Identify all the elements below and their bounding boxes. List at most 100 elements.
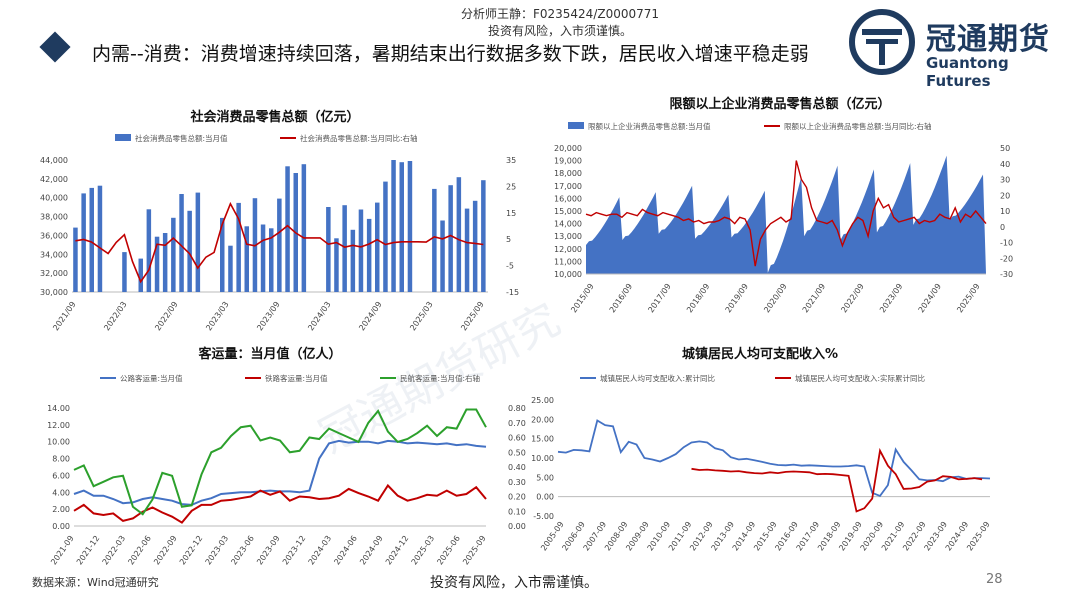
y-tick-right: -15 (506, 288, 519, 297)
x-tick: 2019/09 (724, 282, 750, 314)
y-tick-right: 25 (506, 182, 516, 191)
analyst-info: 分析师王静：F0235424/Z0000771 投资有风险，入市须谨慎。 (380, 6, 740, 40)
legend-label: 社会消费品零售总额:当月同比:右轴 (300, 133, 418, 143)
retail-bar (220, 217, 225, 292)
retail-bar (456, 177, 462, 292)
y-tick-left: 13,000 (554, 232, 582, 241)
chart-1-title: 社会消费品零售总额（亿元） (190, 110, 360, 125)
y-tick-right: 35 (506, 156, 516, 165)
urban-income-chart: 城镇居民人均可支配收入:累计同比 城镇居民人均可支配收入:实际累计同比 -5.00 0… (531, 373, 992, 553)
y-tick-left: 16,000 (554, 194, 582, 203)
x-tick: 2021-12 (75, 534, 102, 567)
bullet-diamond-icon (39, 31, 71, 63)
x-tick: 2025-06 (435, 534, 462, 567)
x-tick: 2024-09 (358, 534, 385, 567)
y-tick-right: 40 (1000, 160, 1010, 169)
x-tick: 2023-12 (281, 534, 308, 567)
y-tick-right: 0.50 (508, 448, 526, 457)
x-tick: 2024-06 (332, 534, 359, 567)
retail-bar (448, 185, 453, 292)
y-tick-left: 5.00 (536, 473, 554, 482)
retail-bar (375, 202, 380, 292)
retail-bar (81, 193, 86, 292)
page-headline: 内需--消费：消费增速持续回落，暑期结束出行数据多数下跌，居民收入增速平稳走弱 (92, 43, 809, 65)
chart-2-title: 限额以上企业消费品零售总额（亿元） (669, 97, 891, 112)
y-tick-right: -30 (1000, 270, 1013, 279)
above-quota-yoy-line (585, 160, 987, 267)
y-tick-left: 44,000 (40, 156, 68, 165)
y-tick-left: 12,000 (554, 245, 582, 254)
y-tick-left: 20.00 (531, 415, 554, 424)
retail-bar (383, 181, 388, 292)
logo-text-cn: 冠通期货 (926, 22, 1050, 57)
y-tick-left: 15.00 (531, 435, 554, 444)
retail-bar (399, 162, 404, 292)
y-tick-left: 0.00 (52, 522, 70, 531)
x-tick: 2025/09 (459, 300, 485, 332)
above-quota-retail-chart: 限额以上企业消费品零售总额:当月值 限额以上企业消费品零售总额:当月同比:右轴 10… (554, 121, 1013, 314)
y-tick-left: 32,000 (40, 269, 68, 278)
chart-4-title: 城镇居民人均可支配收入% (681, 347, 839, 362)
x-tick: 2025/03 (408, 300, 434, 332)
x-tick: 2025/09 (955, 282, 981, 314)
y-tick-left: 40,000 (40, 194, 68, 203)
data-source: 数据来源：Wind冠通研究 (32, 576, 159, 589)
retail-bar (162, 233, 168, 292)
y-tick-left: 34,000 (40, 250, 68, 259)
retail-bar (440, 220, 445, 292)
logo-text-en: Guantong Futures (926, 54, 1009, 90)
x-tick: 2020/09 (762, 282, 788, 314)
retail-bar (350, 229, 356, 292)
legend-label: 公路客运量:当月值 (120, 373, 183, 383)
retail-bar (342, 205, 347, 292)
retail-bar (89, 187, 94, 292)
retail-bar (334, 238, 339, 292)
retail-bar (171, 217, 176, 292)
y-tick-right: 0.80 (508, 404, 526, 413)
x-tick: 2023/09 (255, 300, 281, 332)
y-tick-left: 12.00 (47, 421, 70, 430)
x-tick: 2021/09 (51, 300, 77, 332)
analyst-line-2: 投资有风险，入市须谨慎。 (487, 24, 632, 38)
retail-bar (73, 227, 78, 292)
x-tick: 2022/09 (839, 282, 865, 314)
y-tick-right: -10 (1000, 239, 1013, 248)
x-tick: 2023-03 (204, 534, 231, 567)
y-tick-right: 15 (506, 209, 516, 218)
x-tick: 2021-09 (49, 534, 76, 567)
x-tick: 2022/03 (102, 300, 128, 332)
retail-bar (122, 252, 127, 292)
retail-bar (366, 218, 372, 292)
retail-bar (391, 160, 396, 292)
y-tick-right: 0.00 (508, 522, 526, 531)
x-tick: 2024/03 (306, 300, 332, 332)
y-tick-left: 17,000 (554, 182, 582, 191)
y-tick-left: 6.00 (52, 471, 70, 480)
retail-bar (154, 236, 160, 292)
x-tick: 2016/09 (608, 282, 634, 314)
y-tick-right: 10 (1000, 207, 1010, 216)
y-tick-right: -20 (1000, 254, 1013, 263)
x-tick: 2017/09 (646, 282, 672, 314)
x-tick: 2023/03 (204, 300, 230, 332)
retail-bar (228, 245, 233, 292)
y-tick-left: 15,000 (554, 207, 582, 216)
y-tick-left: 0.00 (536, 493, 554, 502)
legend-label: 铁路客运量:当月值 (265, 373, 328, 383)
retail-bar (301, 164, 307, 292)
retail-bar (260, 224, 266, 292)
railway-passenger-line (73, 483, 487, 524)
y-tick-right: 0.40 (508, 463, 526, 472)
retail-yoy-line (75, 201, 484, 284)
y-tick-right: -5 (506, 262, 514, 271)
y-tick-right: 0.60 (508, 434, 526, 443)
y-tick-right: 0.30 (508, 478, 526, 487)
y-tick-right: 0.70 (508, 419, 526, 428)
retail-bar (269, 228, 274, 292)
y-tick-right: 0.20 (508, 493, 526, 502)
x-tick: 2022-12 (178, 534, 205, 567)
y-tick-left: 10.00 (47, 438, 70, 447)
retail-bar (179, 194, 184, 292)
page-number: 28 (986, 572, 1003, 587)
retail-bar (472, 200, 478, 292)
